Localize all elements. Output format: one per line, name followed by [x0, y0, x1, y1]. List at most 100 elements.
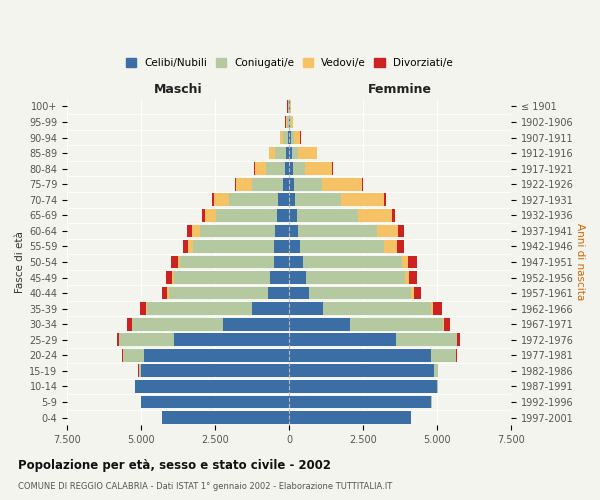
Bar [289, 178, 294, 190]
Bar [289, 146, 292, 160]
Bar [123, 349, 144, 362]
Bar [252, 302, 289, 315]
Bar [223, 318, 289, 330]
Bar [162, 286, 167, 300]
Bar [162, 411, 289, 424]
Bar [396, 334, 457, 346]
Bar [146, 302, 147, 315]
Y-axis label: Fasce di età: Fasce di età [15, 231, 25, 293]
Bar [287, 131, 289, 144]
Bar [289, 116, 290, 128]
Bar [350, 318, 443, 330]
Bar [167, 286, 169, 300]
Bar [289, 194, 295, 206]
Bar [431, 302, 433, 315]
Bar [292, 146, 298, 160]
Bar [291, 131, 294, 144]
Bar [384, 194, 386, 206]
Bar [266, 162, 285, 175]
Bar [457, 334, 460, 346]
Legend: Celibi/Nubili, Coniugati/e, Vedovi/e, Divorziati/e: Celibi/Nubili, Coniugati/e, Vedovi/e, Di… [125, 58, 453, 68]
Bar [289, 256, 303, 268]
Bar [377, 224, 398, 237]
Bar [139, 364, 141, 377]
Bar [280, 131, 283, 144]
Bar [341, 194, 384, 206]
Bar [392, 209, 395, 222]
Bar [295, 194, 341, 206]
Bar [192, 224, 200, 237]
Bar [298, 146, 317, 160]
Bar [269, 146, 275, 160]
Bar [431, 349, 455, 362]
Bar [236, 178, 251, 190]
Bar [409, 271, 417, 284]
Bar [408, 256, 417, 268]
Bar [117, 334, 119, 346]
Bar [181, 256, 274, 268]
Text: Maschi: Maschi [154, 82, 203, 96]
Bar [275, 224, 289, 237]
Bar [289, 271, 306, 284]
Bar [254, 162, 266, 175]
Bar [174, 271, 271, 284]
Bar [291, 116, 293, 128]
Bar [290, 100, 291, 113]
Bar [398, 224, 404, 237]
Bar [283, 178, 289, 190]
Bar [271, 271, 289, 284]
Bar [188, 240, 193, 253]
Bar [278, 194, 289, 206]
Bar [274, 240, 289, 253]
Bar [275, 146, 286, 160]
Bar [309, 286, 411, 300]
Bar [290, 116, 291, 128]
Bar [411, 286, 413, 300]
Bar [172, 271, 174, 284]
Bar [141, 396, 289, 408]
Bar [289, 411, 410, 424]
Bar [216, 209, 277, 222]
Bar [286, 146, 289, 160]
Text: COMUNE DI REGGIO CALABRIA - Dati ISTAT 1° gennaio 2002 - Elaborazione TUTTITALIA: COMUNE DI REGGIO CALABRIA - Dati ISTAT 1… [18, 482, 392, 491]
Bar [274, 256, 289, 268]
Text: Popolazione per età, sesso e stato civile - 2002: Popolazione per età, sesso e stato civil… [18, 460, 331, 472]
Bar [202, 209, 205, 222]
Bar [306, 271, 405, 284]
Bar [212, 194, 214, 206]
Bar [289, 318, 350, 330]
Bar [294, 131, 301, 144]
Bar [437, 380, 438, 393]
Bar [405, 271, 409, 284]
Bar [141, 364, 289, 377]
Bar [286, 116, 287, 128]
Bar [205, 209, 216, 222]
Bar [305, 162, 332, 175]
Bar [294, 178, 322, 190]
Bar [214, 194, 229, 206]
Bar [235, 178, 236, 190]
Bar [200, 224, 275, 237]
Bar [433, 302, 442, 315]
Bar [289, 302, 323, 315]
Bar [293, 162, 305, 175]
Bar [289, 162, 293, 175]
Bar [289, 396, 431, 408]
Bar [136, 380, 289, 393]
Bar [174, 334, 289, 346]
Bar [147, 302, 252, 315]
Bar [172, 256, 178, 268]
Bar [323, 302, 431, 315]
Bar [402, 256, 408, 268]
Bar [322, 178, 362, 190]
Bar [285, 162, 289, 175]
Bar [413, 286, 421, 300]
Bar [289, 380, 437, 393]
Bar [288, 100, 289, 113]
Bar [119, 334, 174, 346]
Bar [289, 131, 291, 144]
Bar [434, 364, 437, 377]
Bar [287, 116, 289, 128]
Bar [384, 240, 397, 253]
Bar [183, 240, 188, 253]
